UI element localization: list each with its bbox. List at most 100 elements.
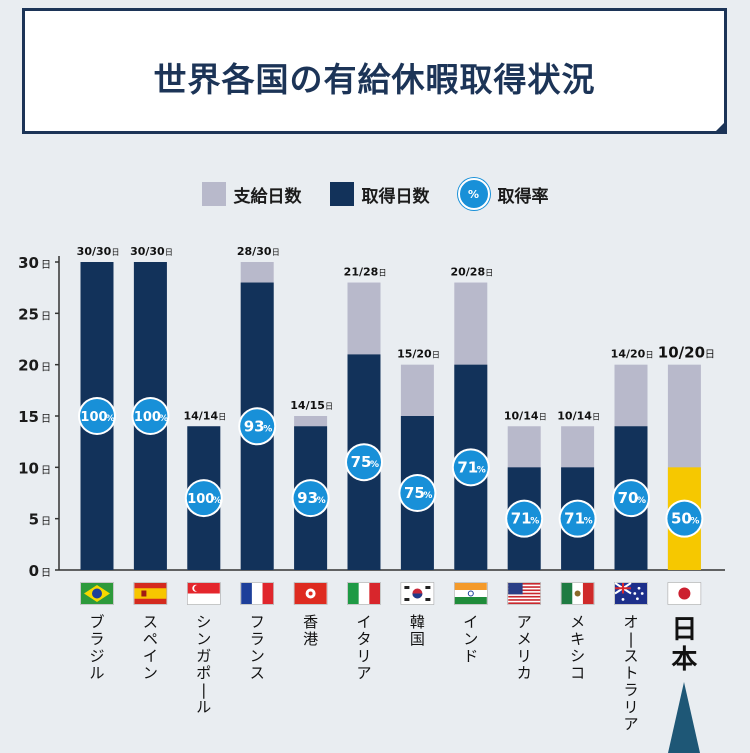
title-box: 世界各国の有給休暇取得状況 bbox=[22, 8, 727, 134]
category-label-char: ン bbox=[143, 664, 158, 682]
rate-circle bbox=[560, 501, 595, 536]
legend-granted: 支給日数 bbox=[201, 182, 302, 207]
category-label-char: メ bbox=[570, 613, 585, 631]
category-label-char: ポ bbox=[196, 664, 211, 682]
category-label-char: オ bbox=[623, 613, 638, 631]
category-label-char: 国 bbox=[410, 630, 425, 648]
rate-circle bbox=[453, 450, 488, 485]
y-tick-unit: 日 bbox=[41, 517, 51, 528]
rate-circle bbox=[507, 501, 542, 536]
bar-value-unit: 日 bbox=[705, 350, 715, 361]
mexico-flag-icon-part bbox=[574, 590, 581, 597]
rate-unit: % bbox=[690, 517, 699, 527]
category-label-char: キ bbox=[570, 630, 585, 648]
category-label-char: コ bbox=[570, 664, 585, 682]
category-label-char: 韓 bbox=[410, 613, 425, 631]
rate-unit: % bbox=[317, 496, 326, 506]
rate-value: 71 bbox=[564, 510, 585, 528]
rate-unit: % bbox=[584, 517, 593, 527]
korea-flag-icon-part bbox=[404, 586, 410, 589]
spain-flag-icon-part bbox=[141, 590, 147, 597]
bar-value-label: 30/30 bbox=[77, 245, 112, 258]
france-flag-icon-part bbox=[262, 583, 274, 604]
hong-kong-flag-icon-part bbox=[308, 591, 313, 596]
granted-swatch bbox=[201, 182, 226, 206]
rate-value: 70 bbox=[618, 489, 639, 507]
rate-value: 93 bbox=[297, 489, 318, 507]
italy-flag-icon-part bbox=[369, 583, 380, 604]
y-tick-unit: 日 bbox=[41, 260, 51, 271]
bar-value-label: 30/30 bbox=[130, 245, 165, 258]
singapore-flag-icon-part bbox=[194, 585, 201, 592]
bar-value-label: 14/15 bbox=[290, 399, 325, 412]
bar-value-unit: 日 bbox=[218, 412, 226, 421]
bar-value-label: 21/28 bbox=[344, 266, 379, 279]
rate-circle bbox=[186, 481, 221, 516]
y-tick-label: 25 bbox=[18, 305, 39, 323]
australia-flag-icon-part bbox=[640, 592, 644, 595]
bar-value-label: 14/20 bbox=[611, 348, 646, 361]
rate-value: 100 bbox=[187, 492, 214, 507]
category-label-char: リ bbox=[517, 647, 532, 665]
legend-taken: 取得日数 bbox=[329, 182, 430, 207]
category-label-char: ラ bbox=[623, 681, 638, 699]
rate-unit: % bbox=[159, 414, 168, 424]
bar-value-unit: 日 bbox=[485, 269, 493, 278]
korea-flag-icon-part bbox=[425, 598, 431, 601]
japan-flag-icon-part bbox=[678, 587, 691, 600]
legend-rate-label: 取得率 bbox=[497, 186, 549, 207]
india-flag-icon-part bbox=[454, 583, 487, 590]
rate-value: 93 bbox=[244, 417, 265, 435]
rate-circle bbox=[614, 481, 648, 516]
category-label-char: ト bbox=[623, 664, 638, 682]
usa-flag-icon-part bbox=[508, 583, 523, 595]
bar-value-unit: 日 bbox=[165, 248, 173, 257]
y-tick-label: 20 bbox=[18, 357, 39, 375]
spain-flag-icon-part bbox=[134, 588, 167, 599]
bar-value-unit: 日 bbox=[325, 402, 333, 411]
category-label-char: ア bbox=[517, 613, 532, 631]
rate-unit: % bbox=[213, 496, 222, 506]
japan-pointer-icon bbox=[668, 682, 700, 753]
category-label-char: ス bbox=[623, 647, 638, 665]
y-tick-unit: 日 bbox=[41, 414, 51, 425]
usa-flag-icon-part bbox=[508, 599, 541, 601]
usa-flag-icon-part bbox=[508, 589, 541, 592]
category-label-char: ジ bbox=[89, 647, 104, 665]
category-label-char: ル bbox=[89, 664, 104, 682]
bar-value-label: 20/28 bbox=[450, 266, 485, 279]
y-tick-label: 0 bbox=[29, 562, 39, 580]
rate-value: 100 bbox=[134, 410, 161, 425]
category-label-char: ド bbox=[463, 647, 478, 665]
category-label-char: ガ bbox=[196, 647, 211, 665]
category-label-char: ン bbox=[463, 630, 478, 648]
y-tick-label: 30 bbox=[18, 254, 39, 272]
usa-flag-icon-part bbox=[508, 592, 541, 595]
chart-title: 世界各国の有給休暇取得状況 bbox=[153, 60, 596, 99]
france-flag-icon-part bbox=[241, 583, 252, 604]
rate-value: 75 bbox=[351, 453, 372, 471]
rate-unit: % bbox=[637, 496, 646, 506]
rate-circle bbox=[400, 476, 435, 510]
rate-unit: % bbox=[423, 491, 432, 501]
category-label-char: ル bbox=[196, 698, 211, 716]
rate-unit: % bbox=[477, 465, 486, 475]
category-label-char: ラ bbox=[89, 630, 104, 648]
category-label-char: リ bbox=[623, 698, 638, 716]
bar-value-label: 10/14 bbox=[504, 409, 539, 422]
rate-unit: % bbox=[106, 414, 115, 424]
australia-flag-icon-part bbox=[621, 597, 625, 601]
category-label-char: フ bbox=[250, 613, 265, 631]
rate-circle bbox=[347, 445, 381, 480]
category-label-char: ス bbox=[143, 613, 158, 631]
legend-rate: % 取得率 bbox=[457, 178, 549, 210]
category-label-char: 日 bbox=[671, 615, 697, 645]
bar-value-unit: 日 bbox=[539, 412, 547, 421]
brazil-flag-icon-part bbox=[92, 588, 102, 599]
australia-flag-icon-part bbox=[637, 586, 641, 590]
category-label-char: ン bbox=[250, 647, 265, 665]
legend: 支給日数 取得日数 % 取得率 bbox=[0, 175, 750, 213]
category-label-char: ン bbox=[196, 630, 211, 648]
category-label-char: イ bbox=[143, 647, 158, 665]
rate-circle bbox=[240, 409, 275, 444]
